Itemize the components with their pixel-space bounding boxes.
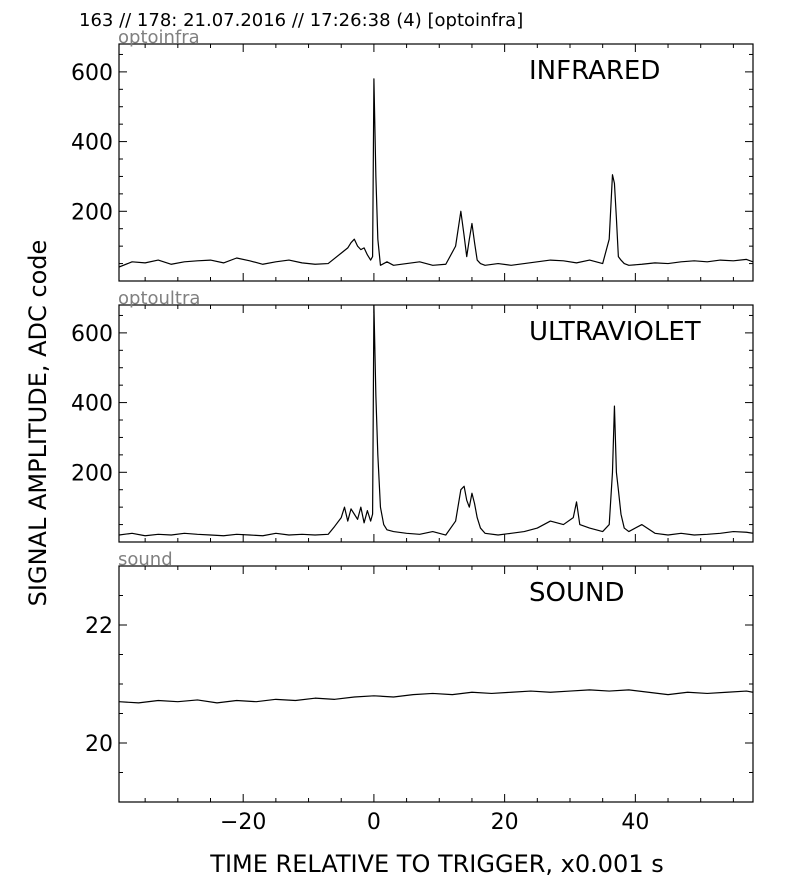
- series-line-1-1: [119, 78, 753, 268]
- series-line-2-1: [119, 305, 753, 537]
- y-tick-label: 600: [71, 322, 113, 347]
- x-tick-label: 40: [621, 810, 649, 835]
- x-tick-label: −20: [220, 810, 266, 835]
- panel-title: SOUND: [529, 578, 624, 608]
- y-tick-label: 600: [71, 61, 113, 86]
- panel-title: INFRARED: [529, 56, 660, 86]
- panel-label: sound: [118, 549, 173, 570]
- header-title: 163 // 178: 21.07.2016 // 17:26:38 (4) […: [79, 10, 523, 31]
- panel-label: optoultra: [118, 288, 200, 309]
- series-line-3-1: [119, 689, 753, 704]
- y-tick-label: 200: [71, 200, 113, 225]
- panel-title: ULTRAVIOLET: [529, 317, 701, 347]
- plot-frame: [118, 304, 754, 543]
- y-tick-label: 22: [85, 614, 113, 639]
- y-tick-label: 400: [71, 392, 113, 417]
- x-tick-label: 20: [491, 810, 519, 835]
- x-tick-label: 0: [367, 810, 381, 835]
- x-axis-label: TIME RELATIVE TO TRIGGER, x0.001 s: [209, 850, 663, 878]
- y-tick-label: 20: [85, 732, 113, 757]
- y-tick-label: 400: [71, 131, 113, 156]
- panel-3: −20 0 20 40 20 22 sound SOUND: [85, 549, 754, 835]
- y-axis-label: SIGNAL AMPLITUDE, ADC code: [24, 240, 52, 607]
- y-tick-label: 200: [71, 461, 113, 486]
- panels: 200400600optoinfraINFRARED200400600optou…: [71, 27, 754, 835]
- plot-frame: [118, 565, 754, 803]
- panel-label: optoinfra: [118, 27, 200, 48]
- plot-frame: [118, 43, 754, 282]
